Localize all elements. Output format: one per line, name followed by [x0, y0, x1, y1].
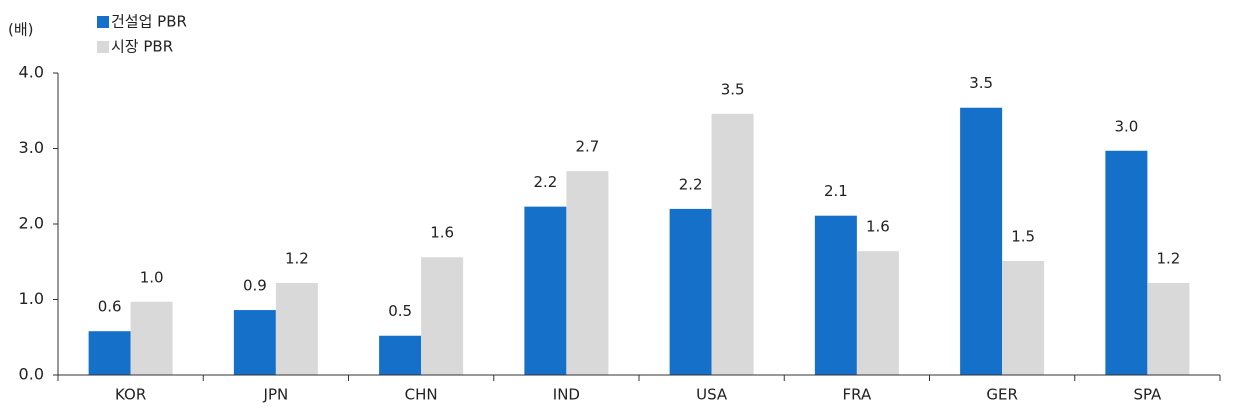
bar	[856, 251, 899, 375]
legend-swatch	[97, 16, 109, 28]
legend-label: 시장 PBR	[111, 38, 173, 56]
bar	[814, 215, 857, 375]
bar	[566, 171, 609, 375]
bar	[275, 282, 318, 375]
bar	[524, 206, 567, 375]
bar	[233, 310, 276, 375]
x-tick-label: SPA	[1133, 386, 1162, 404]
y-tick-label: 2.0	[19, 214, 44, 233]
value-label: 0.9	[243, 277, 267, 295]
x-tick-label: IND	[553, 386, 580, 404]
value-label: 1.2	[1156, 249, 1180, 267]
x-tick-label: CHN	[405, 386, 438, 404]
value-label: 1.6	[430, 224, 454, 242]
value-label: 2.2	[533, 173, 557, 191]
bar	[379, 335, 422, 375]
y-tick-label: 0.0	[19, 365, 44, 384]
value-label: 3.5	[721, 80, 745, 98]
y-tick-label: 4.0	[19, 63, 44, 82]
x-tick-label: JPN	[263, 386, 289, 404]
value-label: 2.7	[575, 138, 599, 156]
y-tick-label: 1.0	[19, 289, 44, 308]
x-tick-label: GER	[986, 386, 1018, 404]
bar	[1002, 260, 1045, 375]
value-label: 3.5	[969, 74, 993, 92]
bar	[421, 257, 464, 375]
value-label: 1.0	[140, 268, 164, 286]
value-label: 0.6	[98, 298, 122, 316]
bar	[1105, 150, 1148, 375]
bar	[88, 331, 131, 375]
y-tick-label: 3.0	[19, 138, 44, 157]
x-tick-label: KOR	[115, 386, 146, 404]
value-label: 2.1	[824, 182, 848, 200]
value-label: 1.5	[1011, 227, 1035, 245]
legend-swatch	[97, 41, 109, 53]
bar	[711, 113, 754, 376]
x-tick-label: FRA	[843, 386, 872, 404]
value-label: 3.0	[1114, 117, 1138, 135]
legend-label: 건설업 PBR	[111, 13, 187, 31]
value-label: 1.6	[866, 218, 890, 236]
value-label: 2.2	[679, 175, 703, 193]
bar	[669, 208, 712, 375]
bar	[960, 107, 1003, 375]
y-axis-unit: (배)	[8, 21, 34, 39]
value-label: 1.2	[285, 249, 309, 267]
bar	[1147, 282, 1190, 375]
value-label: 0.5	[388, 302, 412, 320]
bar	[130, 301, 173, 375]
x-tick-label: USA	[696, 386, 728, 404]
